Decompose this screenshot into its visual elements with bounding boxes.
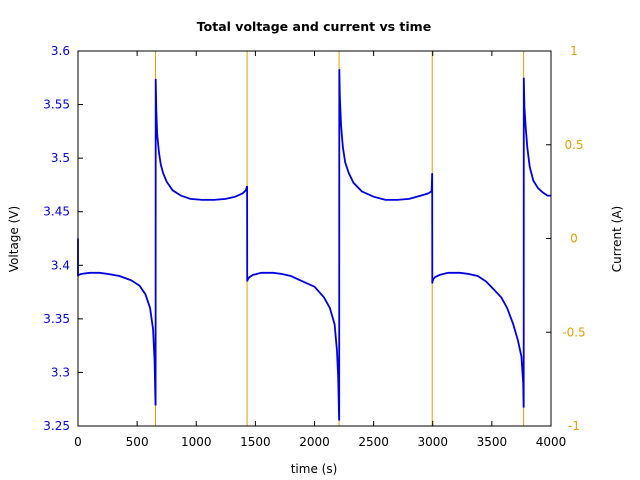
x-tick-label: 2500 <box>358 435 389 449</box>
x-axis-label: time (s) <box>291 462 338 476</box>
y2-tick-label: 0.5 <box>564 138 583 152</box>
y-tick-label: 3.35 <box>43 312 70 326</box>
y-tick-label: 3.5 <box>51 151 70 165</box>
voltage-series-line <box>77 69 551 421</box>
plot-frame <box>77 50 552 427</box>
x-tick-label: 2000 <box>299 435 330 449</box>
x-tick-label: 3000 <box>417 435 448 449</box>
y-axis-left: 3.25 3.3 3.35 3.4 3.45 3.5 3.55 3.6 <box>43 44 83 433</box>
y-tick-label: 3.55 <box>43 98 70 112</box>
chart-title: Total voltage and current vs time <box>197 19 431 34</box>
y-tick-label: 3.3 <box>51 365 70 379</box>
y2-tick-label: 0 <box>570 232 578 246</box>
y2-tick-label: 1 <box>570 44 578 58</box>
x-tick-label: 4000 <box>536 435 567 449</box>
y-tick-label: 3.4 <box>51 258 70 272</box>
x-axis: 0 500 1000 1500 2000 2500 3000 3500 4000 <box>74 51 566 449</box>
x-tick-label: 1000 <box>181 435 212 449</box>
y2-axis-label: Current (A) <box>610 206 624 272</box>
x-tick-label: 0 <box>74 435 82 449</box>
x-tick-label: 1500 <box>240 435 271 449</box>
y-tick-label: 3.25 <box>43 419 70 433</box>
y-tick-label: 3.45 <box>43 205 70 219</box>
y2-tick-label: -1 <box>568 419 580 433</box>
x-tick-label: 3500 <box>477 435 508 449</box>
x-tick-label: 500 <box>126 435 149 449</box>
y-axis-right: -1 -0.5 0 0.5 1 <box>546 44 586 433</box>
y-tick-label: 3.6 <box>51 44 70 58</box>
y-axis-label: Voltage (V) <box>7 206 21 272</box>
y2-tick-label: -0.5 <box>562 325 585 339</box>
